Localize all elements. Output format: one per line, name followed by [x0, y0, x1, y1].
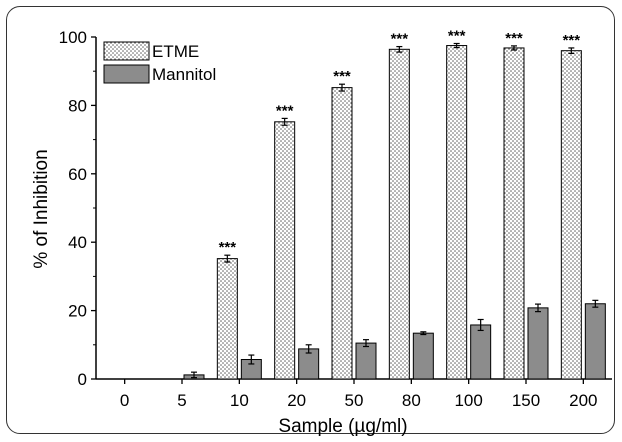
bar-etme-20	[274, 121, 296, 380]
bar-etme-10	[216, 258, 238, 380]
x-tick-label-20: 20	[287, 391, 306, 410]
bar-etme-50	[331, 87, 353, 380]
significance-etme-80: ***	[391, 31, 409, 48]
significance-etme-200: ***	[563, 32, 581, 49]
bar-mannitol-150	[527, 307, 549, 380]
legend: ETME Mannitol	[103, 41, 216, 84]
significance-etme-150: ***	[505, 30, 523, 47]
legend-label-mannitol: Mannitol	[152, 65, 216, 84]
legend-label-etme: ETME	[152, 42, 199, 61]
bar-etme-150	[503, 47, 525, 380]
x-tick-label-50: 50	[345, 391, 364, 410]
bar-etme-80	[388, 48, 410, 380]
significance-etme-20: ***	[276, 102, 294, 119]
bar-mannitol-50	[355, 342, 377, 380]
bar-mannitol-200	[584, 303, 606, 380]
legend-swatch-etme	[103, 41, 150, 61]
y-tick-label-100: 100	[59, 28, 87, 47]
x-axis-title: Sample (µg/ml)	[278, 416, 407, 437]
y-axis-title: % of Inhibition	[31, 149, 52, 268]
x-tick-label-5: 5	[177, 391, 186, 410]
bar-etme-100	[446, 45, 468, 380]
y-tick-label-0: 0	[78, 370, 87, 389]
bar-etme-200	[560, 50, 582, 380]
x-tick-label-0: 0	[120, 391, 129, 410]
y-tick-label-40: 40	[68, 233, 87, 252]
significance-etme-100: ***	[448, 27, 466, 44]
y-tick-label-60: 60	[68, 165, 87, 184]
legend-swatch-mannitol	[103, 64, 150, 84]
x-tick-label-150: 150	[512, 391, 540, 410]
significance-etme-10: ***	[219, 239, 237, 256]
x-tick-label-100: 100	[454, 391, 482, 410]
bar-mannitol-80	[412, 332, 434, 380]
significance-etme-50: ***	[333, 68, 351, 85]
y-tick-label-20: 20	[68, 302, 87, 321]
y-tick-label-80: 80	[68, 96, 87, 115]
x-tick-label-80: 80	[402, 391, 421, 410]
bar-mannitol-100	[470, 324, 492, 380]
x-tick-label-10: 10	[230, 391, 249, 410]
x-tick-label-200: 200	[569, 391, 597, 410]
